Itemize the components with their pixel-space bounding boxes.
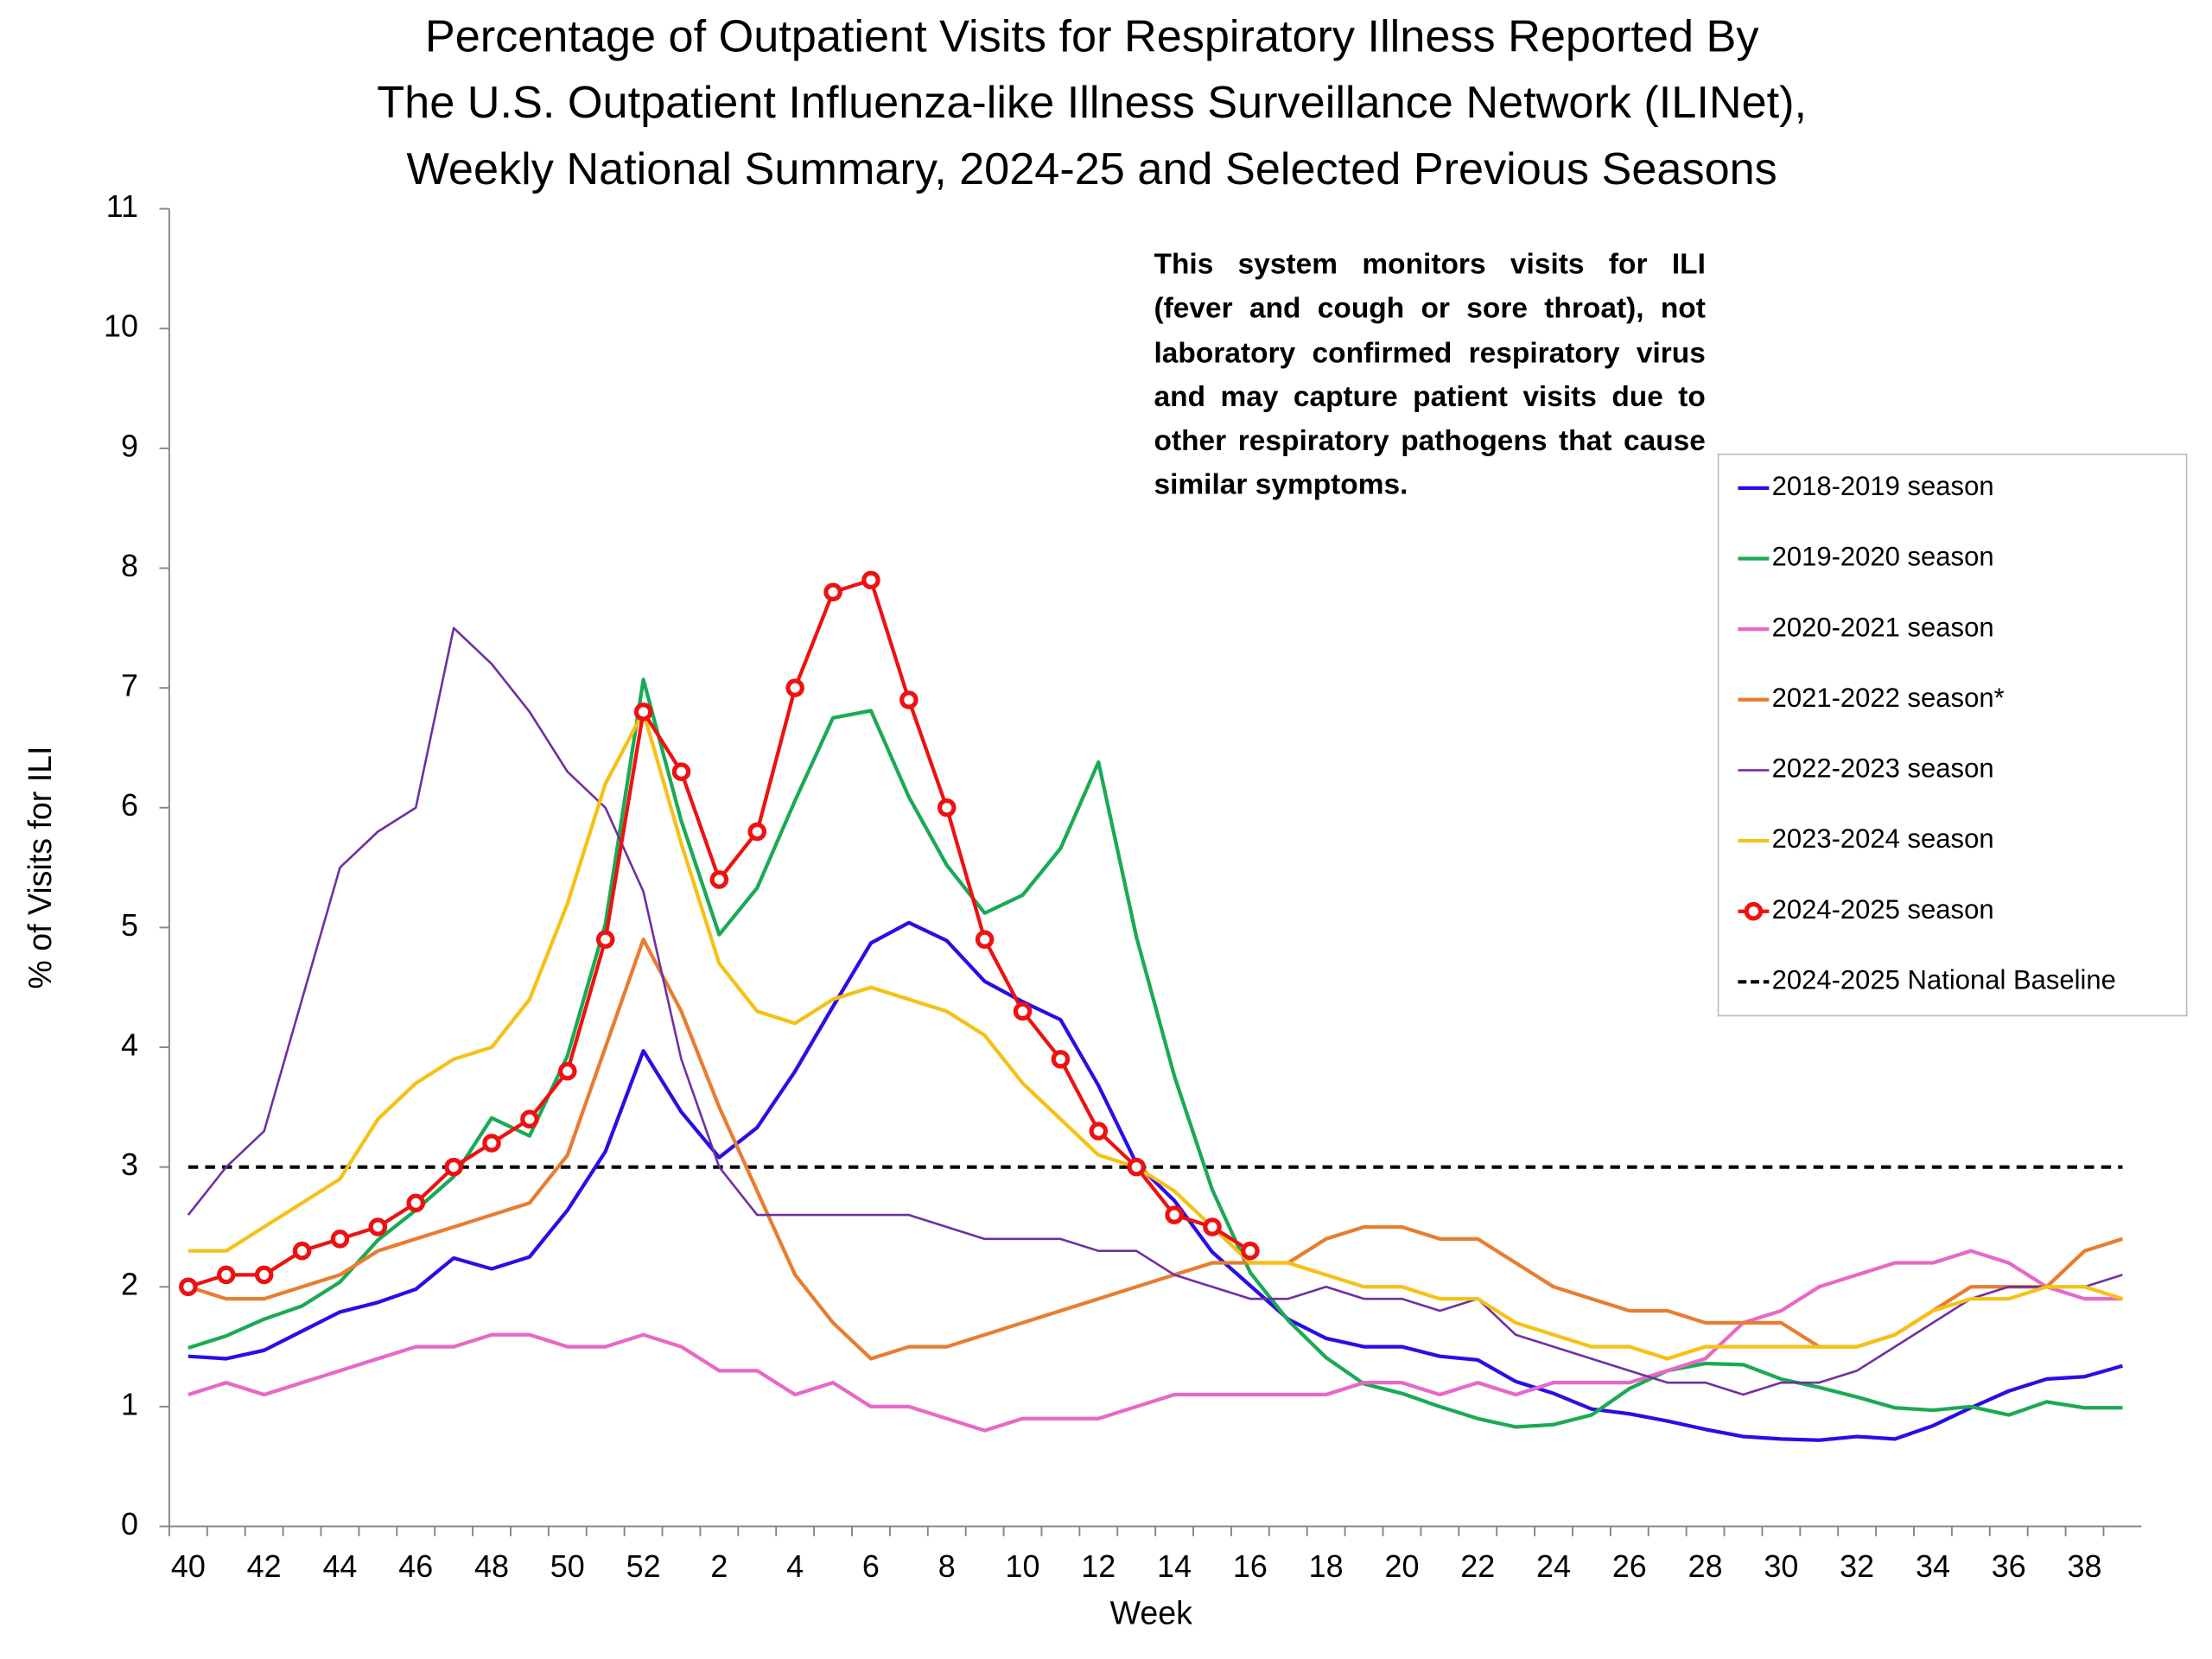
y-axis-label: % of Visits for ILI (22, 747, 58, 989)
y-tick-label: 5 (121, 907, 138, 943)
y-tick-label: 11 (106, 188, 138, 224)
x-tick-label: 12 (1081, 1548, 1116, 1584)
marker (709, 870, 729, 889)
x-tick-label: 10 (1006, 1548, 1040, 1584)
marker (633, 702, 653, 721)
y-tick-label: 4 (121, 1027, 138, 1063)
marker (444, 1157, 463, 1177)
marker (595, 930, 615, 950)
marker (292, 1241, 312, 1261)
legend-label: 2022-2023 season (1772, 753, 1994, 784)
y-tick-label: 0 (121, 1506, 138, 1541)
chart-title: Weekly National Summary, 2024-25 and Sel… (407, 144, 1777, 194)
x-tick-label: 40 (171, 1548, 206, 1584)
x-tick-label: 6 (862, 1548, 880, 1584)
marker (823, 582, 842, 602)
series-line (188, 920, 2124, 1442)
legend-label: 2024-2025 National Baseline (1772, 965, 2116, 995)
x-tick-label: 52 (626, 1548, 661, 1584)
x-axis-label: Week (1110, 1594, 1193, 1630)
annotation-box: This system monitors visits for ILI (fev… (1154, 248, 1706, 502)
series-line (188, 709, 2124, 1361)
x-tick-label: 22 (1460, 1548, 1495, 1584)
marker (1165, 1205, 1184, 1224)
marker (330, 1230, 350, 1249)
marker (1051, 1050, 1071, 1069)
y-tick-label: 7 (121, 668, 138, 703)
marker (406, 1193, 425, 1213)
marker (216, 1265, 236, 1285)
x-tick-label: 50 (550, 1548, 585, 1584)
y-tick-label: 10 (104, 308, 138, 344)
x-tick-label: 18 (1309, 1548, 1344, 1584)
y-tick-label: 9 (121, 428, 138, 463)
x-tick-label: 28 (1688, 1548, 1723, 1584)
marker (785, 678, 804, 697)
x-tick-label: 24 (1536, 1548, 1571, 1584)
x-tick-label: 20 (1384, 1548, 1419, 1584)
marker (179, 1277, 198, 1297)
chart-title: Percentage of Outpatient Visits for Resp… (425, 12, 1760, 62)
marker (747, 822, 767, 842)
y-tick-label: 8 (121, 548, 138, 583)
y-tick-label: 6 (121, 787, 138, 823)
x-tick-label: 4 (786, 1548, 804, 1584)
x-tick-label: 36 (1992, 1548, 2026, 1584)
x-tick-label: 16 (1233, 1548, 1268, 1584)
x-tick-label: 32 (1840, 1548, 1874, 1584)
y-tick-label: 1 (121, 1386, 138, 1421)
x-tick-label: 42 (247, 1548, 282, 1584)
marker (558, 1061, 577, 1081)
marker (899, 690, 918, 709)
chart-title: The U.S. Outpatient Influenza-like Illne… (377, 78, 1807, 128)
marker (254, 1265, 274, 1285)
series-line (188, 1249, 2123, 1433)
y-tick-label: 3 (121, 1147, 138, 1182)
marker (1089, 1122, 1109, 1141)
x-tick-label: 8 (938, 1548, 956, 1584)
marker (368, 1217, 388, 1236)
x-tick-label: 14 (1157, 1548, 1192, 1584)
legend-label: 2019-2020 season (1772, 542, 1994, 572)
x-tick-label: 38 (2068, 1548, 2102, 1584)
legend-label: 2024-2025 season (1772, 894, 1994, 925)
marker (1013, 1001, 1033, 1021)
x-tick-label: 34 (1916, 1548, 1950, 1584)
marker (937, 798, 957, 817)
marker (482, 1134, 501, 1153)
x-tick-label: 2 (710, 1548, 728, 1584)
x-tick-label: 44 (322, 1548, 357, 1584)
marker (1203, 1217, 1222, 1236)
legend-label: 2020-2021 season (1772, 612, 1994, 642)
marker (520, 1109, 539, 1128)
marker (1127, 1157, 1146, 1177)
marker (671, 762, 691, 781)
series-line (188, 938, 2124, 1361)
marker (1241, 1241, 1260, 1261)
legend-label: 2018-2019 season (1772, 471, 1994, 501)
legend-label: 2021-2022 season* (1772, 683, 2005, 713)
series-line (187, 626, 2123, 1396)
x-tick-label: 46 (398, 1548, 433, 1584)
legend-box (1717, 453, 2188, 1017)
x-tick-label: 30 (1764, 1548, 1798, 1584)
legend-marker (1744, 901, 1764, 921)
x-tick-label: 26 (1612, 1548, 1647, 1584)
annotation: This system monitors visits for ILI (fev… (1154, 248, 1706, 502)
marker (975, 930, 995, 950)
x-tick-label: 48 (474, 1548, 509, 1584)
legend-label: 2023-2024 season (1772, 823, 1994, 854)
marker (861, 570, 880, 590)
y-tick-label: 2 (121, 1267, 138, 1302)
